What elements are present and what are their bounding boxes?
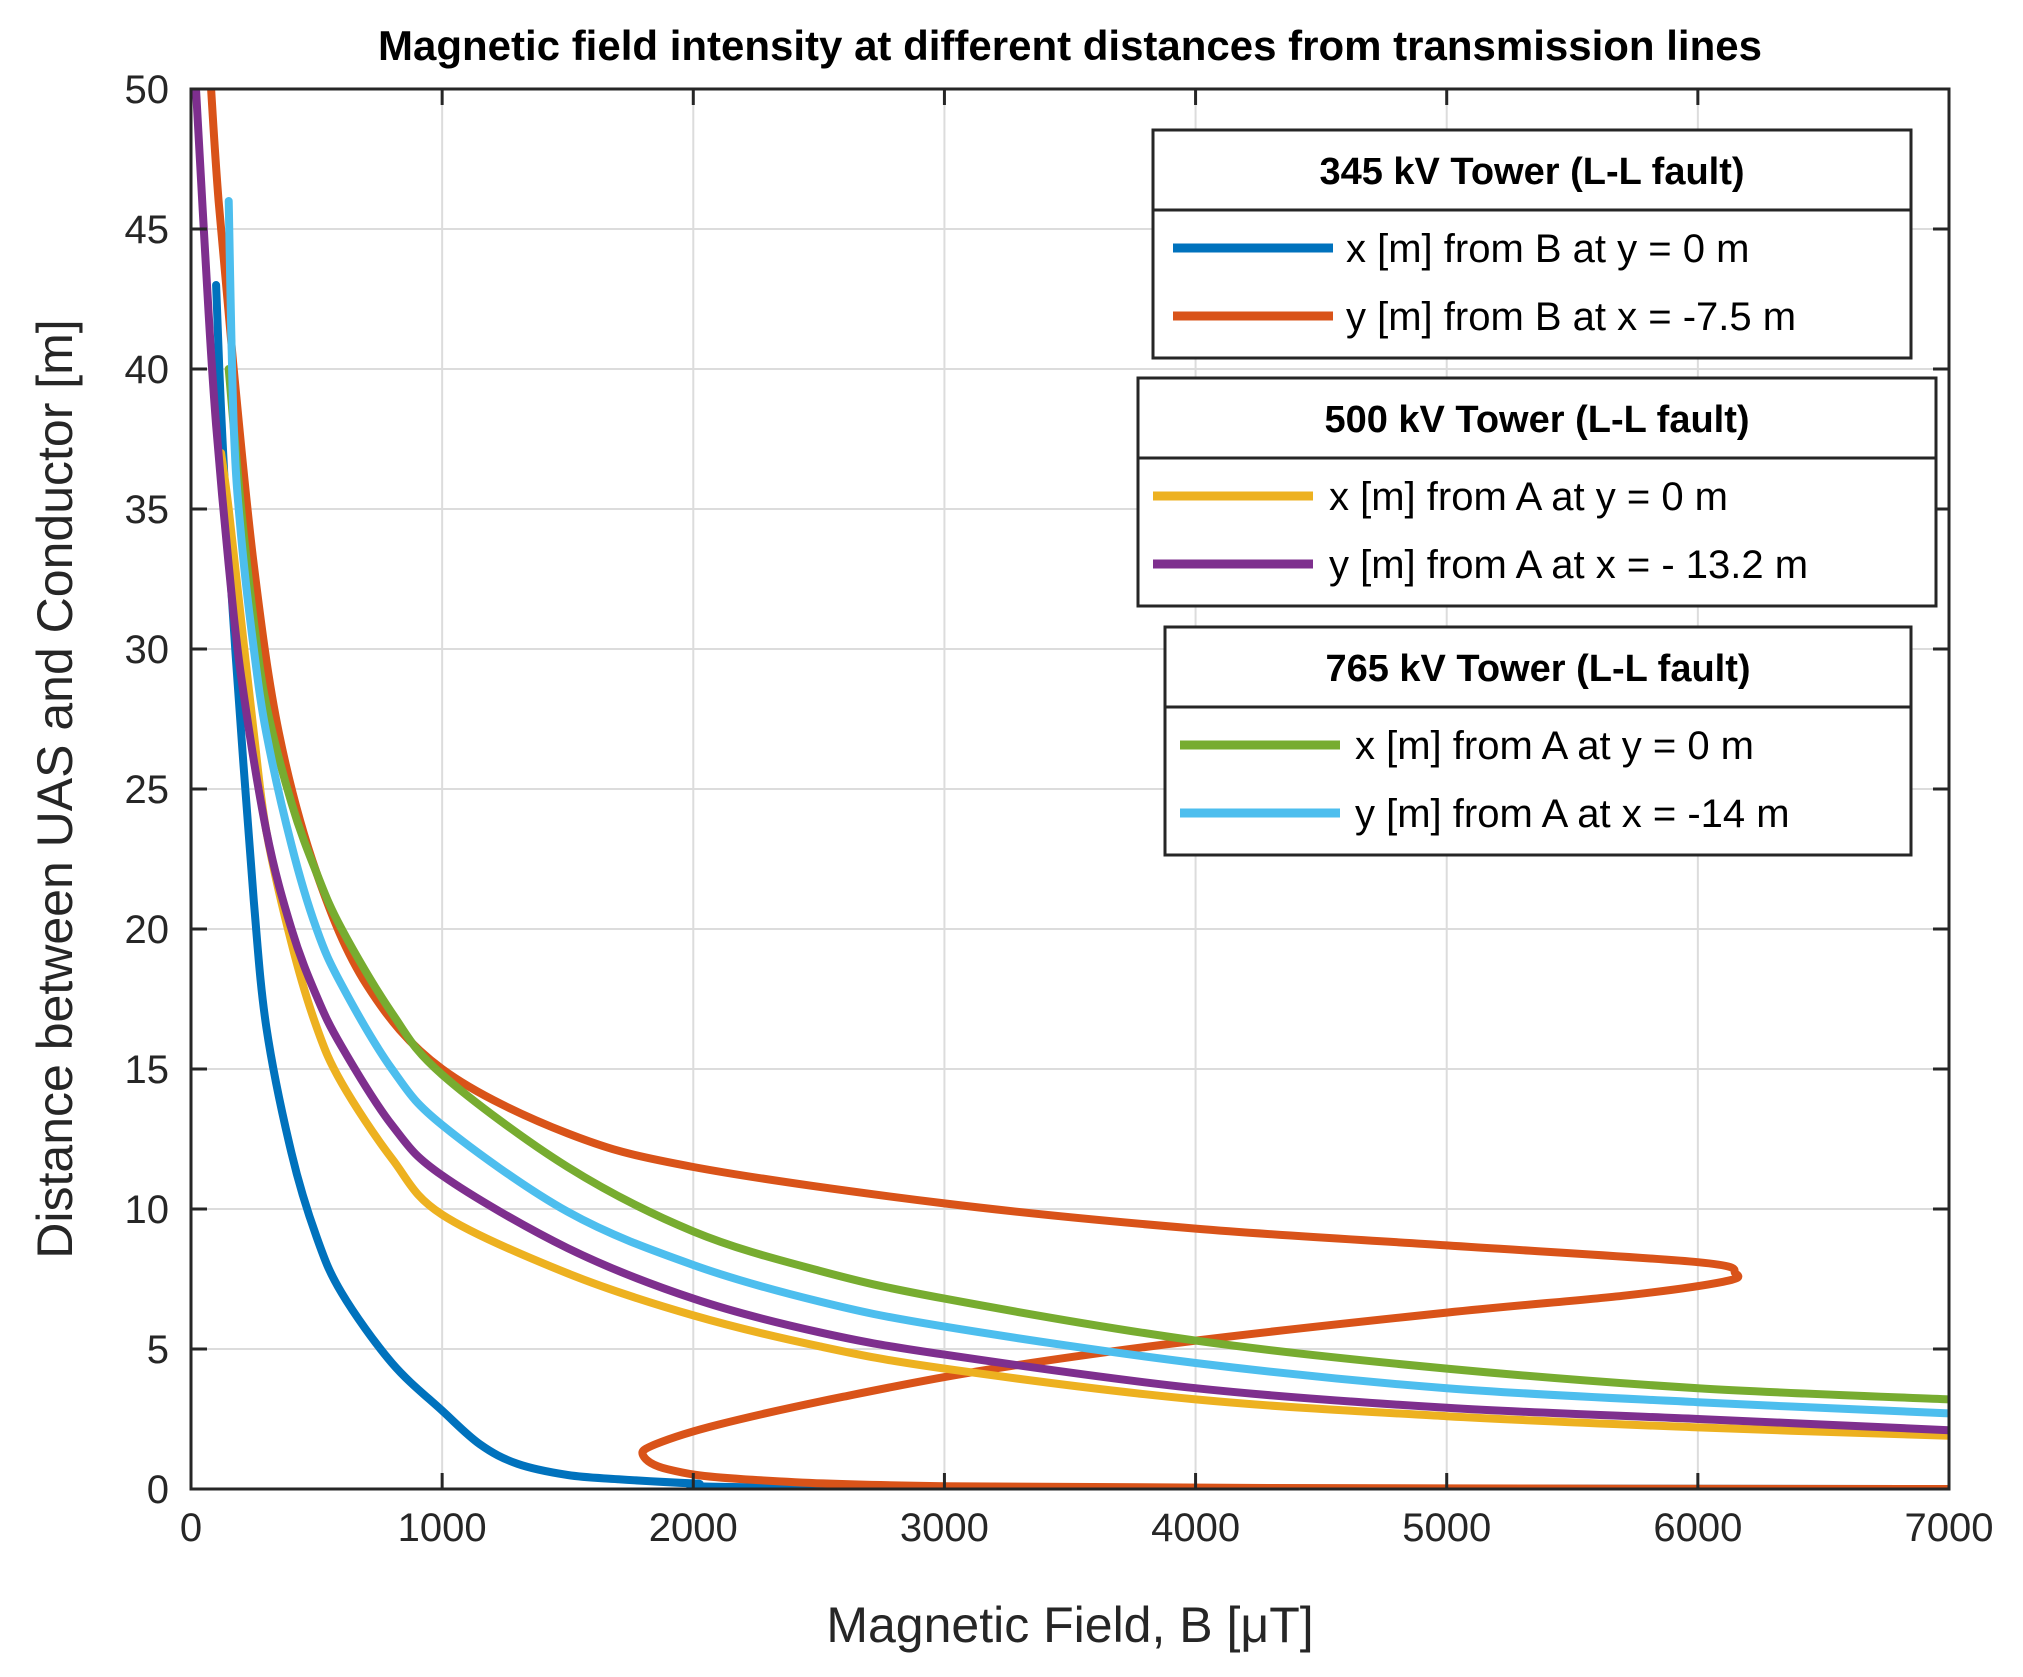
y-tick-label: 30 <box>125 628 170 672</box>
y-tick-label: 5 <box>147 1328 169 1372</box>
x-axis-label: Magnetic Field, B [μT] <box>826 1597 1313 1653</box>
legend-1: 345 kV Tower (L-L fault) x [m] from B at … <box>1151 128 1913 360</box>
series-line-4 <box>192 89 1949 1435</box>
series-line-5 <box>224 365 1949 1404</box>
legends: 345 kV Tower (L-L fault) x [m] from B at … <box>1136 128 1938 857</box>
legend-title: 765 kV Tower (L-L fault) <box>1325 648 1750 690</box>
x-tick-label: 2000 <box>649 1506 738 1550</box>
x-tick-label: 7000 <box>1905 1506 1994 1550</box>
y-tick-label: 10 <box>125 1188 170 1232</box>
legend-entry-label: x [m] from A at y = 0 m <box>1355 724 1754 768</box>
axis-ticks: 0 1000 2000 3000 4000 5000 6000 7000 0 5 10 15 20 25 3… <box>125 68 1994 1550</box>
legend-entry-label: x [m] from B at y = 0 m <box>1346 227 1749 271</box>
y-tick-label: 35 <box>125 488 170 532</box>
y-tick-label: 40 <box>125 348 170 392</box>
y-axis-label: Distance between UAS and Conductor [m] <box>27 319 83 1258</box>
legend-3: 765 kV Tower (L-L fault) x [m] from A at … <box>1163 625 1913 857</box>
x-tick-label: 0 <box>180 1506 202 1550</box>
legend-2: 500 kV Tower (L-L fault) x [m] from A at … <box>1136 376 1938 608</box>
y-tick-label: 20 <box>125 908 170 952</box>
chart-title: Magnetic field intensity at different di… <box>378 22 1762 69</box>
series-line-6 <box>224 197 1949 1418</box>
legend-entry-label: y [m] from A at x = - 13.2 m <box>1329 543 1808 587</box>
y-tick-label: 45 <box>125 208 170 252</box>
legend-entry-label: y [m] from B at x = -7.5 m <box>1346 295 1796 339</box>
y-tick-label: 25 <box>125 768 170 812</box>
legend-title: 345 kV Tower (L-L fault) <box>1319 151 1744 193</box>
x-tick-label: 5000 <box>1402 1506 1491 1550</box>
legend-entry-label: x [m] from A at y = 0 m <box>1329 475 1728 519</box>
x-tick-label: 3000 <box>900 1506 989 1550</box>
x-tick-label: 6000 <box>1653 1506 1742 1550</box>
series-line-1 <box>212 281 1949 1489</box>
legend-entry-label: y [m] from A at x = -14 m <box>1355 792 1790 836</box>
legend-title: 500 kV Tower (L-L fault) <box>1324 399 1749 441</box>
y-tick-label: 0 <box>147 1468 169 1512</box>
x-tick-label: 4000 <box>1151 1506 1240 1550</box>
x-tick-label: 1000 <box>398 1506 487 1550</box>
data-series <box>192 89 1949 1489</box>
y-tick-label: 15 <box>125 1048 170 1092</box>
y-tick-label: 50 <box>125 68 170 112</box>
